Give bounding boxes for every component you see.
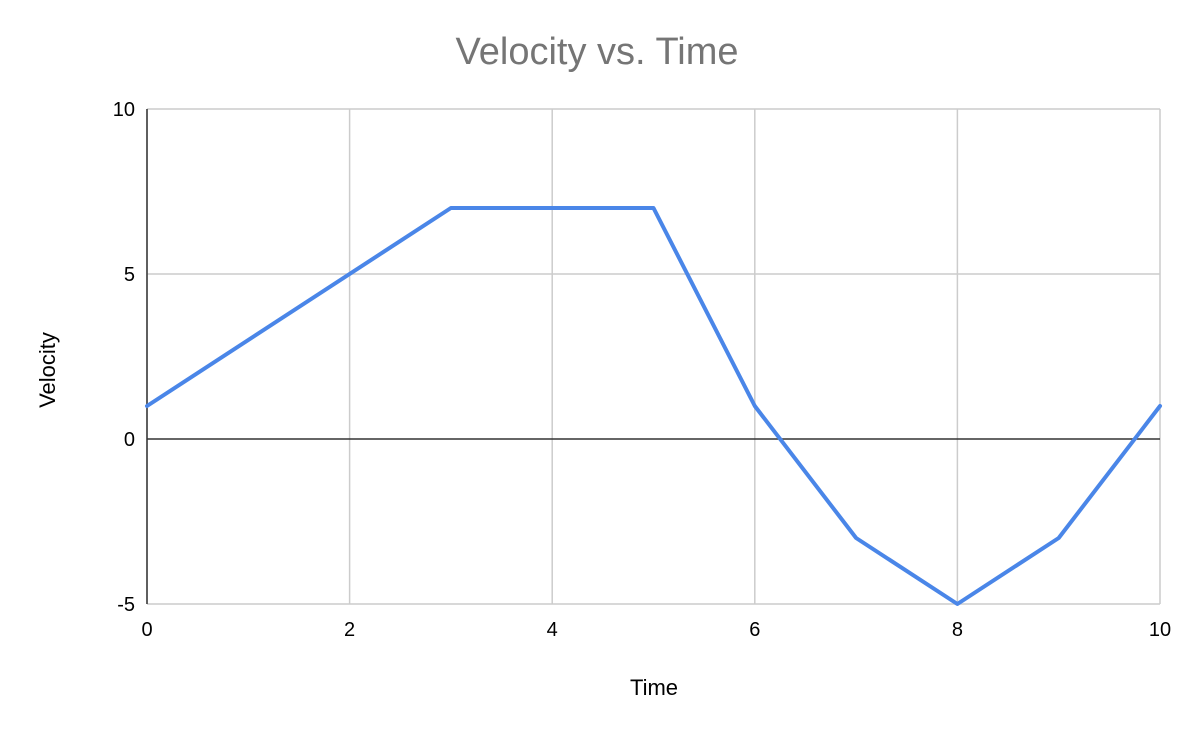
y-tick-label-10: 10 [113,99,135,121]
x-axis-label: Time [630,675,678,700]
data-point-0-2 [652,206,656,210]
x-tick-label-2: 2 [344,619,355,641]
x-tick-label-8: 8 [952,619,963,641]
y-axis-label: Velocity [35,332,60,408]
data-point-0-5 [955,602,959,606]
series-layer [145,206,1162,606]
x-tick-label-6: 6 [749,619,760,641]
data-point-0-0 [145,404,149,408]
x-tick-label-4: 4 [547,619,558,641]
data-point-0-6 [1057,536,1061,540]
y-tick-label-5: 5 [124,264,135,286]
y-tick-label--5: -5 [117,594,135,616]
x-tick-label-0: 0 [141,619,152,641]
series-line-0 [145,206,1162,606]
data-point-0-1 [449,206,453,210]
tick-labels: 0 2 4 6 8 10 -5 0 5 10 [113,99,1171,641]
data-point-0-7 [1158,404,1162,408]
y-tick-label-0: 0 [124,429,135,451]
chart-title: Velocity vs. Time [456,31,739,73]
grid-lines [146,108,1161,605]
data-point-0-4 [854,536,858,540]
data-point-0-3 [753,404,757,408]
x-tick-label-10: 10 [1149,619,1171,641]
